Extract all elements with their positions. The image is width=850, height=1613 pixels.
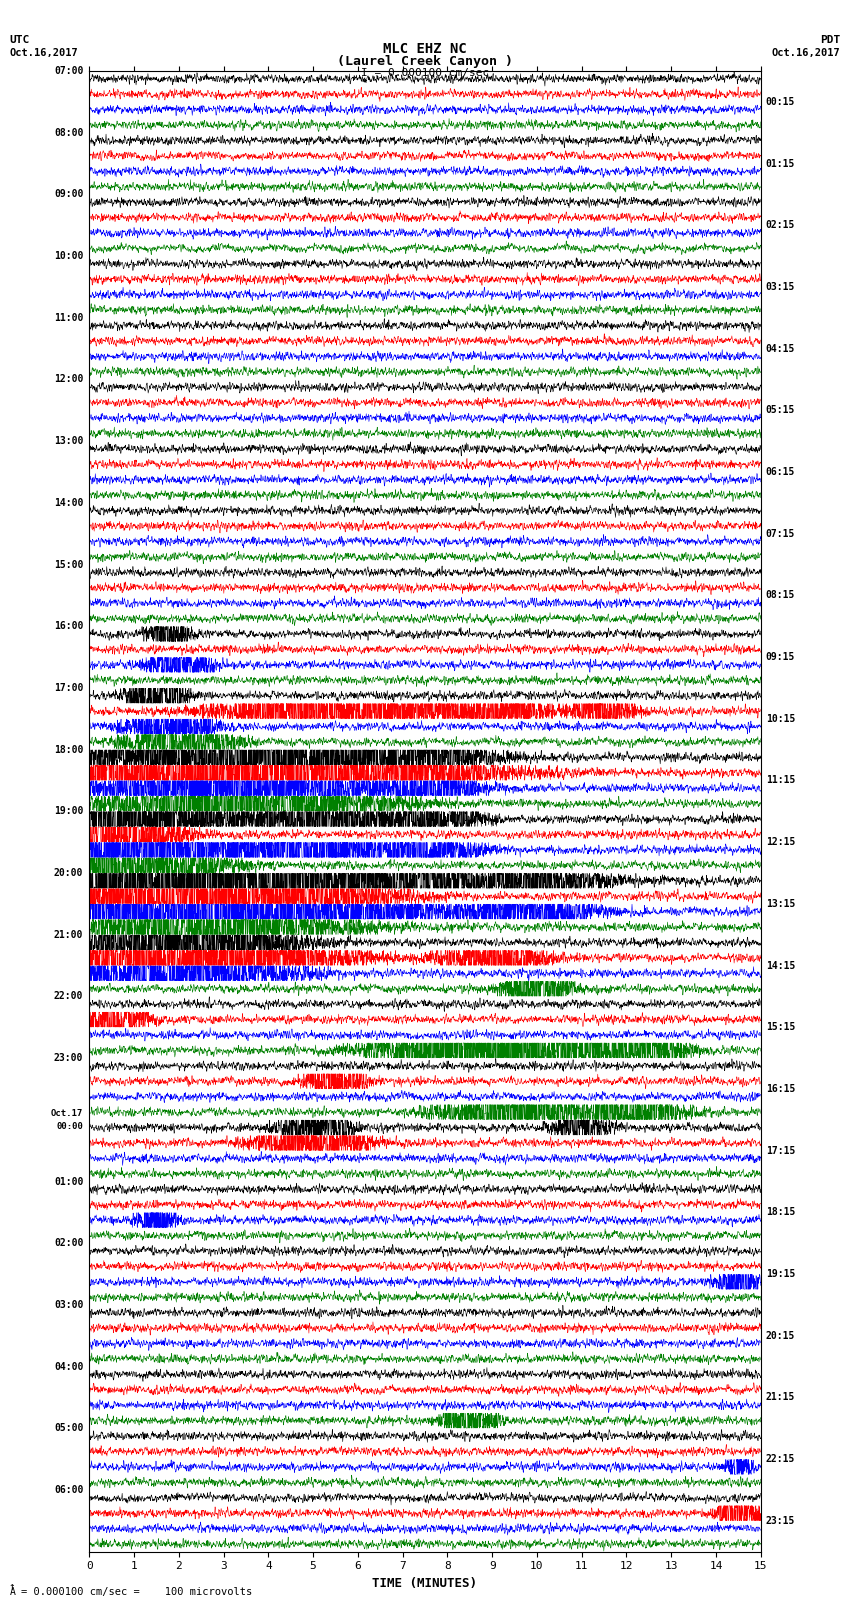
Text: 12:00: 12:00 (54, 374, 83, 384)
Text: 09:00: 09:00 (54, 189, 83, 200)
Text: 22:15: 22:15 (766, 1455, 796, 1465)
Text: Oct.17: Oct.17 (51, 1108, 83, 1118)
Text: 23:00: 23:00 (54, 1053, 83, 1063)
Text: 02:15: 02:15 (766, 221, 796, 231)
Text: 03:00: 03:00 (54, 1300, 83, 1310)
Text: 06:00: 06:00 (54, 1486, 83, 1495)
Text: 08:15: 08:15 (766, 590, 796, 600)
Text: 07:15: 07:15 (766, 529, 796, 539)
Text: 16:00: 16:00 (54, 621, 83, 631)
Text: 12:15: 12:15 (766, 837, 796, 847)
Text: 14:15: 14:15 (766, 961, 796, 971)
Text: 20:15: 20:15 (766, 1331, 796, 1340)
Text: 19:15: 19:15 (766, 1269, 796, 1279)
Text: 07:00: 07:00 (54, 66, 83, 76)
Text: 15:15: 15:15 (766, 1023, 796, 1032)
Text: 04:00: 04:00 (54, 1361, 83, 1371)
Text: MLC EHZ NC: MLC EHZ NC (383, 42, 467, 56)
Text: 05:00: 05:00 (54, 1423, 83, 1434)
Text: 21:15: 21:15 (766, 1392, 796, 1402)
Text: 11:00: 11:00 (54, 313, 83, 323)
Text: ↑: ↑ (8, 1582, 15, 1592)
Text: Oct.16,2017: Oct.16,2017 (772, 48, 841, 58)
Text: 02:00: 02:00 (54, 1239, 83, 1248)
Text: 15:00: 15:00 (54, 560, 83, 569)
Text: 01:15: 01:15 (766, 158, 796, 168)
Text: 09:15: 09:15 (766, 652, 796, 661)
Text: 18:15: 18:15 (766, 1208, 796, 1218)
Text: 14:00: 14:00 (54, 498, 83, 508)
Text: 01:00: 01:00 (54, 1176, 83, 1187)
Text: UTC: UTC (9, 35, 30, 45)
Text: 23:15: 23:15 (766, 1516, 796, 1526)
Text: 00:00: 00:00 (56, 1121, 83, 1131)
Text: 13:15: 13:15 (766, 898, 796, 908)
Text: 05:15: 05:15 (766, 405, 796, 415)
Text: PDT: PDT (820, 35, 841, 45)
Text: 21:00: 21:00 (54, 929, 83, 940)
Text: 04:15: 04:15 (766, 344, 796, 353)
Text: 10:00: 10:00 (54, 252, 83, 261)
Text: 16:15: 16:15 (766, 1084, 796, 1094)
Text: 00:15: 00:15 (766, 97, 796, 106)
Text: 17:15: 17:15 (766, 1145, 796, 1155)
Text: 17:00: 17:00 (54, 682, 83, 694)
Text: Oct.16,2017: Oct.16,2017 (9, 48, 78, 58)
Text: 20:00: 20:00 (54, 868, 83, 877)
Text: (Laurel Creek Canyon ): (Laurel Creek Canyon ) (337, 55, 513, 68)
Text: 22:00: 22:00 (54, 992, 83, 1002)
Text: 18:00: 18:00 (54, 745, 83, 755)
Text: = 0.000100 cm/sec =    100 microvolts: = 0.000100 cm/sec = 100 microvolts (21, 1587, 252, 1597)
Text: I = 0.000100 cm/sec: I = 0.000100 cm/sec (361, 68, 489, 77)
X-axis label: TIME (MINUTES): TIME (MINUTES) (372, 1578, 478, 1590)
Text: A: A (9, 1587, 15, 1597)
Text: 19:00: 19:00 (54, 806, 83, 816)
Text: 10:15: 10:15 (766, 715, 796, 724)
Text: 08:00: 08:00 (54, 127, 83, 137)
Text: 13:00: 13:00 (54, 436, 83, 447)
Text: 11:15: 11:15 (766, 776, 796, 786)
Text: 06:15: 06:15 (766, 468, 796, 477)
Text: 03:15: 03:15 (766, 282, 796, 292)
